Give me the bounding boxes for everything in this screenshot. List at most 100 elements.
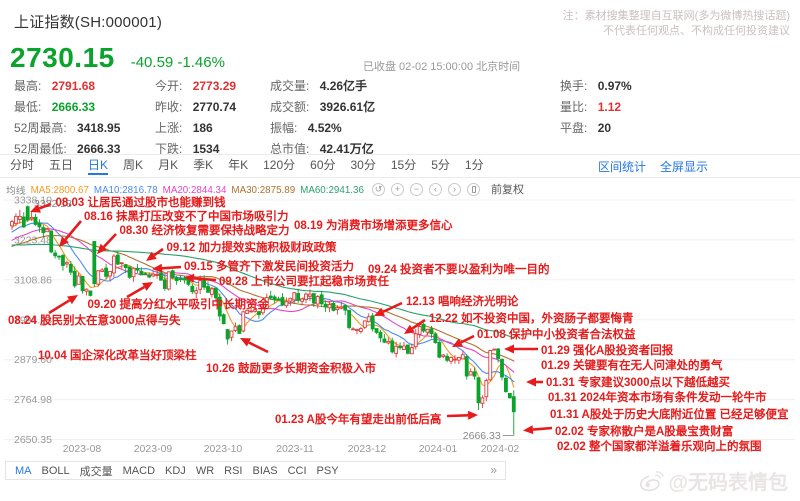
- ma-legend: 均线 MA5:2800.67 MA10:2816.78 MA20:2844.34…: [6, 183, 364, 198]
- ma-legend-ma60: MA60:2941.36: [300, 184, 364, 196]
- svg-text:2879.60: 2879.60: [14, 354, 52, 366]
- annotation-arrows-layer: [30, 202, 553, 435]
- tab-indicator-BOLL[interactable]: BOLL: [41, 464, 70, 477]
- stat-平盘: 平盘: 20: [560, 118, 632, 139]
- tab-period-60分[interactable]: 60分: [310, 158, 336, 172]
- stat-label: 最高:: [14, 79, 42, 93]
- link-fullscreen[interactable]: 全屏显示: [659, 160, 708, 174]
- chart-annotation: 09.15 多管齐下激发民间投资活力: [184, 260, 354, 273]
- svg-text:2023-12: 2023-12: [348, 443, 387, 455]
- price-change: -40.59 -1.46%: [130, 54, 225, 71]
- tab-indicator-RSI[interactable]: RSI: [224, 464, 243, 477]
- stat-value: 0.97%: [597, 79, 632, 93]
- grid-layer: 3338.103223.483108.862994.232879.602764.…: [4, 195, 795, 455]
- tab-period-15分[interactable]: 15分: [390, 158, 417, 172]
- tab-period-月K[interactable]: 月K: [158, 158, 179, 172]
- divider: [0, 154, 800, 155]
- stat-value: 4.26亿手: [319, 79, 368, 93]
- annotation-arrow: [374, 307, 385, 316]
- annotation-arrow: [240, 338, 251, 347]
- svg-text:3338.10: 3338.10: [14, 195, 52, 207]
- tab-indicator-KDJ[interactable]: KDJ: [165, 464, 186, 477]
- chart-annotation: 09.24 投资者不要以盈利为唯一目的: [368, 263, 550, 276]
- svg-text:2994.23: 2994.23: [14, 314, 52, 326]
- stat-今开: 今开: 2773.29: [155, 76, 236, 97]
- stat-value: 2666.33: [77, 142, 121, 156]
- tab-period-日K[interactable]: 日K: [88, 158, 109, 175]
- chart-annotation: 08.03 让居民通过股市也能赚到钱: [55, 197, 226, 209]
- chart-annotation: 08.16 抹黑打压改变不了中国市场吸引力: [84, 210, 289, 223]
- tab-period-1分[interactable]: 1分: [464, 158, 484, 172]
- stats-column-2: 成交量: 4.26亿手 成交额: 3926.61亿 振幅: 4.52% 总市值:…: [270, 76, 375, 160]
- screenshot-icon[interactable]: [467, 182, 480, 196]
- watermark: @无码表情包: [638, 466, 788, 495]
- tab-period-30分[interactable]: 30分: [350, 158, 376, 172]
- stat-下跌: 下跌: 1534: [155, 139, 236, 160]
- tab-indicator-WR[interactable]: WR: [195, 464, 215, 477]
- tab-period-五日[interactable]: 五日: [49, 158, 74, 172]
- ma-legend-ma10: MA10:2816.78: [93, 184, 158, 196]
- chart-annotation: 09.20 提高分红水平吸引中长期资金: [87, 299, 269, 311]
- annotation-arrow: [467, 410, 478, 420]
- stat-label: 最低:: [14, 100, 42, 114]
- stat-总市值: 总市值: 42.41万亿: [270, 139, 375, 160]
- tab-period-120分[interactable]: 120分: [263, 158, 296, 172]
- stat-label: 量比:: [560, 100, 588, 114]
- tab-period-5分[interactable]: 5分: [431, 158, 450, 172]
- disclaimer-note: 注：素材搜集整理自互联网(多为微博热搜话题) 不代表任何观点、不构成任何投资建议: [563, 9, 790, 39]
- zoom-out-icon[interactable]: −: [410, 182, 423, 196]
- stat-label: 振幅:: [270, 121, 298, 135]
- tab-period-年K[interactable]: 年K: [228, 158, 249, 172]
- current-price: 2730.15: [10, 42, 115, 73]
- reset-icon[interactable]: ↺: [372, 182, 385, 196]
- market-status: 已收盘 02-02 15:00:00 北京时间: [363, 61, 521, 73]
- tab-period-周K[interactable]: 周K: [123, 158, 144, 172]
- tab-indicator-PSY[interactable]: PSY: [316, 464, 339, 477]
- stat-上涨: 上涨: 186: [155, 118, 236, 139]
- stat-value: 2770.74: [192, 100, 237, 114]
- svg-text:2023-08: 2023-08: [63, 443, 102, 455]
- candles-layer: [10, 205, 516, 434]
- annotation-arrow: [184, 273, 195, 283]
- adjust-mode-dropdown[interactable]: 前复权: [491, 184, 524, 196]
- link-range-stats[interactable]: 区间统计: [597, 160, 646, 174]
- annotation-arrow: [452, 338, 463, 347]
- tab-indicator-MACD[interactable]: MACD: [122, 464, 156, 477]
- chart-annotation: 10.04 国企深化改革当好顶梁柱: [38, 350, 197, 362]
- price-row: 2730.15 -40.59 -1.46%: [10, 42, 225, 74]
- chart-toolbar: ↺ + − ‹ › 前复权: [372, 181, 524, 197]
- stat-value: 3418.95: [77, 121, 121, 135]
- page-title: 上证指数(SH:000001): [14, 14, 163, 31]
- svg-text:2023-10: 2023-10: [204, 443, 243, 455]
- disclaimer-line1: 注：素材搜集整理自互联网(多为微博热搜话题): [562, 10, 790, 22]
- tab-period-季K[interactable]: 季K: [193, 158, 214, 172]
- chart-annotation: 01.29 强化A股投资者回报: [541, 345, 674, 357]
- chart-annotation: 10.26 鼓励更多长期资金积极入市: [206, 363, 376, 375]
- stats-column-1: 今开: 2773.29 昨收: 2770.74 上涨: 186 下跌: 1534: [155, 76, 236, 160]
- annotation-arrow: [59, 236, 69, 247]
- watermark-text: @无码表情包: [668, 472, 788, 494]
- annotation-arrow: [146, 251, 157, 261]
- zoom-in-icon[interactable]: +: [391, 182, 404, 196]
- stat-label: 平盘:: [560, 121, 588, 135]
- annotation-arrow: [523, 425, 534, 435]
- ma-legend-title: 均线: [6, 186, 26, 197]
- pan-right-icon[interactable]: ›: [448, 182, 461, 196]
- chart-links: 区间统计 全屏显示: [598, 158, 708, 175]
- tab-indicator-volume[interactable]: 成交量: [79, 465, 113, 478]
- tab-period-分时[interactable]: 分时: [10, 158, 35, 172]
- disclaimer-line2: 不代表任何观点、不构成任何投资建议: [603, 25, 790, 37]
- annotation-arrow: [526, 377, 536, 387]
- more-indicators-icon[interactable]: »: [490, 463, 497, 477]
- stat-label: 总市值:: [270, 142, 310, 156]
- svg-text:2023-09: 2023-09: [134, 443, 173, 455]
- pan-left-icon[interactable]: ‹: [429, 182, 442, 196]
- tab-indicator-BIAS[interactable]: BIAS: [252, 464, 278, 477]
- tab-indicator-MA[interactable]: MA: [15, 464, 32, 477]
- stat-label: 换手:: [560, 79, 588, 93]
- chart-annotation: 09.28 上市公司要扛起稳市场责任: [219, 275, 389, 288]
- tab-indicator-CCI[interactable]: CCI: [287, 464, 307, 477]
- chart-annotation: 01.31 A股处于历史大底附近位置 已经足够便宜: [550, 409, 789, 422]
